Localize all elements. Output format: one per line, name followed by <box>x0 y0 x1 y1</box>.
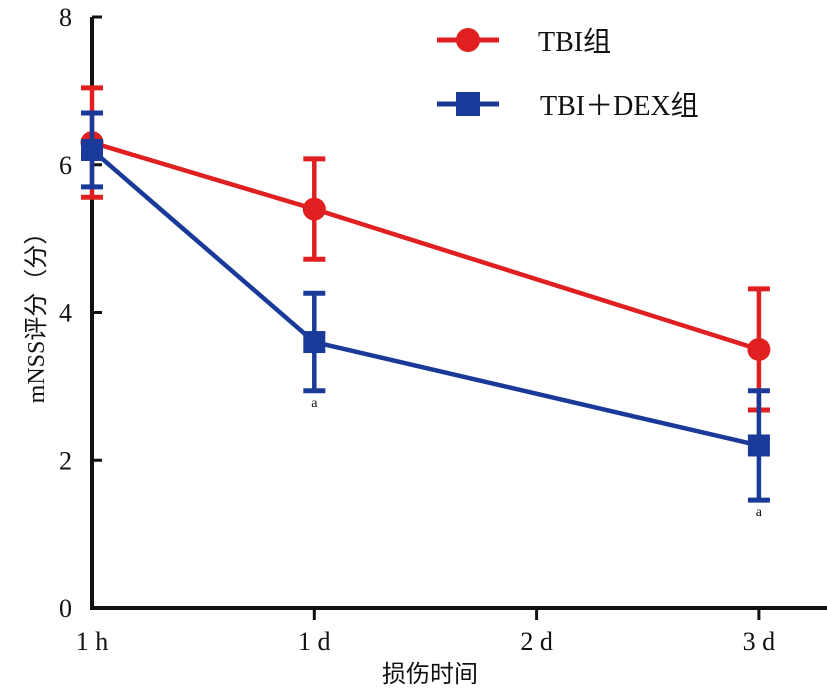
series-tbi <box>80 85 771 413</box>
significance-label: a <box>311 396 318 411</box>
legend-item: TBI＋DEX组 <box>437 90 699 122</box>
legend-label: TBI组 <box>538 26 611 58</box>
y-axis-label: mNSS评分（分） <box>23 221 50 404</box>
data-point <box>303 331 326 354</box>
y-tick-label: 2 <box>59 446 72 475</box>
x-tick-label: 2 d <box>520 627 553 656</box>
data-point <box>81 138 103 161</box>
series-line <box>91 140 760 352</box>
axes: 0 2 4 6 8 1 h 1 d 2 d 3 d <box>59 3 827 656</box>
series-line <box>90 148 760 448</box>
data-point <box>747 434 770 457</box>
legend: TBI组 TBI＋DEX组 <box>437 26 699 122</box>
significance-label: a <box>756 505 763 520</box>
data-point <box>302 197 326 221</box>
x-tick-label: 1 d <box>298 627 331 656</box>
y-tick-label: 8 <box>59 3 72 32</box>
series-tbi-dex: aa <box>81 110 770 520</box>
y-tick-label: 0 <box>59 594 72 623</box>
y-tick-label: 4 <box>59 299 72 328</box>
data-point <box>747 337 771 361</box>
x-tick-label: 1 h <box>76 627 109 656</box>
series-layer: aa <box>80 85 771 520</box>
legend-item: TBI组 <box>437 26 611 58</box>
legend-marker <box>456 28 480 52</box>
legend-marker <box>456 92 480 116</box>
y-tick-label: 6 <box>59 151 72 180</box>
legend-label: TBI＋DEX组 <box>540 90 699 122</box>
x-axis-label: 损伤时间 <box>382 661 478 688</box>
x-tick-label: 3 d <box>743 627 776 656</box>
